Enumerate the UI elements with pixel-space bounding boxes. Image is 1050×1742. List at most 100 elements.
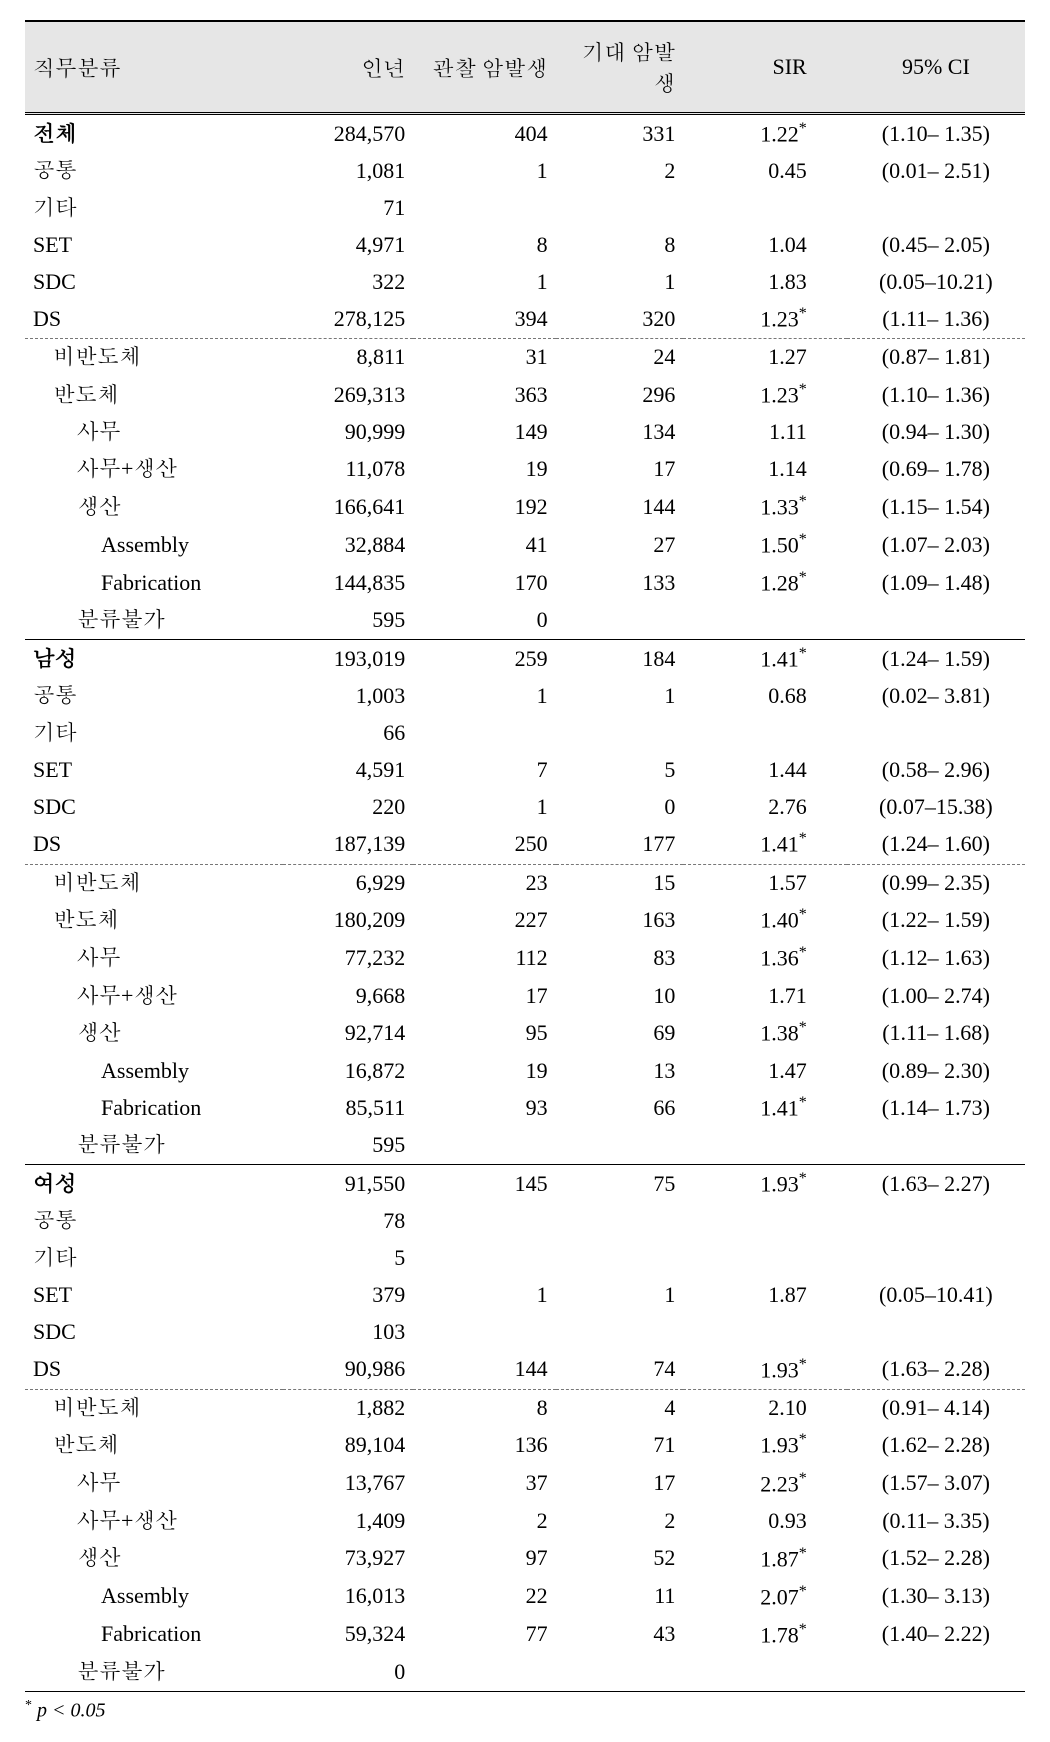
header-job: 직무분류	[25, 21, 283, 114]
header-person-years: 인년	[283, 21, 414, 114]
cell-ci: (0.69– 1.78)	[847, 451, 1025, 488]
cell-observed: 145	[413, 1165, 555, 1204]
table-row: 사무77,232112831.36*(1.12– 1.63)	[25, 939, 1025, 977]
cell-label: Fabrication	[25, 1089, 283, 1127]
significance-star-icon: *	[799, 1621, 807, 1638]
cell-person-years: 1,409	[283, 1503, 414, 1540]
cell-ci: (1.63– 2.27)	[847, 1165, 1025, 1204]
cell-person-years: 180,209	[283, 901, 414, 939]
cell-label: 분류불가	[25, 1127, 283, 1164]
significance-star-icon: *	[799, 1431, 807, 1448]
cell-person-years: 78	[283, 1203, 414, 1240]
cell-sir: 1.87*	[683, 1540, 846, 1578]
cell-sir: 1.44	[683, 752, 846, 789]
cell-expected: 133	[556, 564, 684, 602]
sir-value: 2.76	[768, 794, 807, 819]
cell-sir: 1.78*	[683, 1616, 846, 1654]
table-row: Fabrication59,32477431.78*(1.40– 2.22)	[25, 1616, 1025, 1654]
cell-ci: (0.87– 1.81)	[847, 339, 1025, 376]
table-row: SDC322111.83(0.05–10.21)	[25, 264, 1025, 301]
cell-expected: 43	[556, 1616, 684, 1654]
sir-value: 1.41	[760, 646, 799, 671]
cell-observed: 394	[413, 300, 555, 339]
sir-value: 1.23	[760, 383, 799, 408]
cell-sir: 1.47	[683, 1053, 846, 1090]
table-row: 분류불가5950	[25, 602, 1025, 639]
sir-value: 2.23	[760, 1471, 799, 1496]
table-row: 사무+생산11,07819171.14(0.69– 1.78)	[25, 451, 1025, 488]
cell-ci	[847, 1314, 1025, 1351]
cell-ci	[847, 1654, 1025, 1691]
cell-ci: (0.07–15.38)	[847, 789, 1025, 826]
cell-sir: 1.11	[683, 414, 846, 451]
table-row: 여성91,550145751.93*(1.63– 2.27)	[25, 1165, 1025, 1204]
table-row: 기타66	[25, 715, 1025, 752]
cell-ci: (1.24– 1.60)	[847, 825, 1025, 864]
cell-sir: 0.93	[683, 1503, 846, 1540]
sir-value: 1.71	[768, 983, 807, 1008]
cell-label: 비반도체	[25, 864, 283, 901]
cell-observed	[413, 1314, 555, 1351]
cell-label: SDC	[25, 789, 283, 826]
sir-value: 1.78	[760, 1622, 799, 1647]
cell-expected: 184	[556, 640, 684, 679]
cell-observed: 227	[413, 901, 555, 939]
cell-label: 사무+생산	[25, 451, 283, 488]
cell-expected	[556, 715, 684, 752]
cell-sir: 2.23*	[683, 1465, 846, 1503]
cell-expected: 66	[556, 1089, 684, 1127]
significance-star-icon: *	[799, 1470, 807, 1487]
table-row: 공통1,081120.45(0.01– 2.51)	[25, 153, 1025, 190]
cell-ci: (0.89– 2.30)	[847, 1053, 1025, 1090]
significance-star-icon: *	[799, 1545, 807, 1562]
cell-sir: 1.14	[683, 451, 846, 488]
cell-person-years: 71	[283, 190, 414, 227]
cell-person-years: 73,927	[283, 1540, 414, 1578]
cell-person-years: 0	[283, 1654, 414, 1691]
sir-value: 1.28	[760, 571, 799, 596]
table-row: SET4,971881.04(0.45– 2.05)	[25, 227, 1025, 264]
cell-label: 생산	[25, 488, 283, 526]
cell-sir: 1.40*	[683, 901, 846, 939]
cell-sir: 1.50*	[683, 526, 846, 564]
table-row: 남성193,0192591841.41*(1.24– 1.59)	[25, 640, 1025, 679]
table-row: 비반도체1,882842.10(0.91– 4.14)	[25, 1389, 1025, 1426]
cell-person-years: 187,139	[283, 825, 414, 864]
significance-star-icon: *	[799, 120, 807, 137]
cell-sir	[683, 1203, 846, 1240]
cell-ci: (1.11– 1.36)	[847, 300, 1025, 339]
cell-observed	[413, 1203, 555, 1240]
cell-person-years: 322	[283, 264, 414, 301]
cell-person-years: 4,971	[283, 227, 414, 264]
sir-value: 1.36	[760, 946, 799, 971]
cell-ci: (1.24– 1.59)	[847, 640, 1025, 679]
cell-person-years: 13,767	[283, 1465, 414, 1503]
cell-ci: (1.30– 3.13)	[847, 1578, 1025, 1616]
table-row: 기타71	[25, 190, 1025, 227]
sir-value: 1.83	[768, 269, 807, 294]
cell-ci	[847, 715, 1025, 752]
cell-label: 전체	[25, 114, 283, 154]
footnote: * p < 0.05	[25, 1698, 1025, 1723]
cell-expected: 5	[556, 752, 684, 789]
cell-person-years: 9,668	[283, 978, 414, 1015]
cell-label: 사무	[25, 1465, 283, 1503]
significance-star-icon: *	[799, 1583, 807, 1600]
cell-expected: 75	[556, 1165, 684, 1204]
cell-ci: (0.91– 4.14)	[847, 1389, 1025, 1426]
cell-observed	[413, 190, 555, 227]
table-row: Assembly32,88441271.50*(1.07– 2.03)	[25, 526, 1025, 564]
cell-sir: 1.87	[683, 1277, 846, 1314]
cell-observed	[413, 1127, 555, 1164]
cell-expected	[556, 1314, 684, 1351]
cell-sir: 2.07*	[683, 1578, 846, 1616]
cell-observed: 37	[413, 1465, 555, 1503]
cell-ci: (1.09– 1.48)	[847, 564, 1025, 602]
cell-observed: 8	[413, 227, 555, 264]
cell-person-years: 269,313	[283, 376, 414, 414]
cell-sir: 1.93*	[683, 1351, 846, 1390]
cell-person-years: 90,986	[283, 1351, 414, 1390]
sir-value: 1.47	[768, 1058, 807, 1083]
cell-person-years: 595	[283, 602, 414, 639]
cell-label: 생산	[25, 1014, 283, 1052]
